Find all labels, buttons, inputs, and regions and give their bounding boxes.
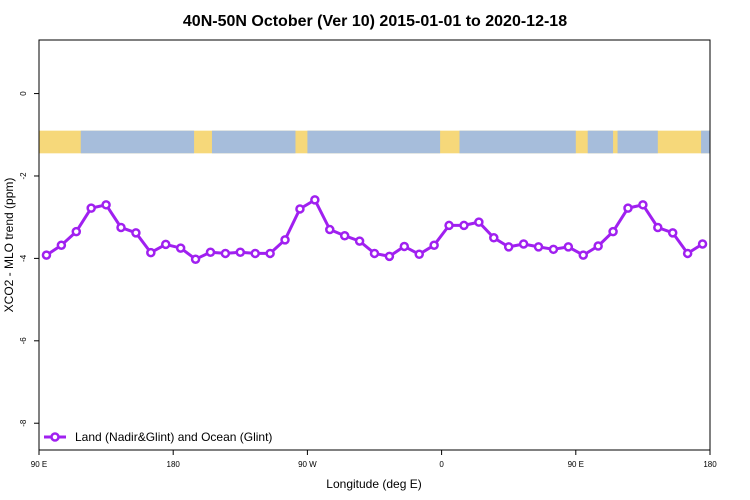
data-point bbox=[533, 242, 544, 252]
data-point bbox=[369, 248, 380, 259]
x-axis: 90 E 180 90 W 0 90 E 180 bbox=[31, 450, 717, 469]
data-point bbox=[623, 203, 633, 213]
legend-marker bbox=[50, 432, 60, 442]
data-point bbox=[325, 224, 335, 235]
data-point bbox=[71, 226, 82, 237]
data-point bbox=[682, 248, 693, 259]
data-point bbox=[667, 228, 678, 238]
y-tick-label: -2 bbox=[19, 172, 28, 180]
data-point bbox=[205, 247, 216, 257]
y-tick-label: -4 bbox=[19, 254, 28, 262]
map-strip-ocean bbox=[701, 130, 710, 154]
data-point bbox=[578, 250, 589, 260]
data-point bbox=[101, 200, 111, 210]
data-point bbox=[354, 236, 365, 246]
data-point bbox=[399, 241, 410, 252]
x-tick-label: 90 W bbox=[298, 460, 317, 469]
data-point bbox=[384, 251, 395, 262]
map-strip-ocean bbox=[617, 130, 658, 154]
data-point bbox=[310, 195, 320, 205]
data-point bbox=[235, 247, 246, 257]
data-point bbox=[116, 222, 126, 233]
data-point bbox=[563, 242, 574, 252]
data-point bbox=[220, 248, 231, 259]
map-strip-ocean bbox=[587, 130, 614, 154]
chart-title: 40N-50N October (Ver 10) 2015-01-01 to 2… bbox=[183, 13, 567, 30]
data-point bbox=[608, 226, 618, 237]
data-point bbox=[638, 200, 648, 210]
data-point bbox=[339, 230, 350, 241]
map-strip bbox=[39, 130, 710, 154]
data-point bbox=[459, 220, 469, 231]
data-point bbox=[265, 248, 275, 259]
data-point bbox=[131, 228, 141, 238]
data-point bbox=[414, 249, 424, 260]
map-strip-ocean bbox=[459, 130, 576, 154]
x-tick-label: 90 E bbox=[31, 460, 47, 469]
data-point bbox=[190, 254, 201, 264]
data-point bbox=[250, 248, 260, 259]
data-point bbox=[503, 242, 514, 252]
data-point bbox=[41, 250, 52, 260]
data-point bbox=[653, 222, 663, 233]
data-point bbox=[280, 235, 290, 245]
y-axis-label: XCO2 - MLO trend (ppm) bbox=[2, 178, 16, 313]
legend: Land (Nadir&Glint) and Ocean (Glint) bbox=[44, 430, 272, 444]
x-axis-label: Longitude (deg E) bbox=[326, 477, 421, 491]
data-point bbox=[697, 239, 708, 249]
data-point bbox=[548, 244, 559, 255]
x-tick-label: 0 bbox=[439, 460, 444, 469]
y-tick-label: -6 bbox=[19, 337, 28, 345]
data-point bbox=[489, 233, 499, 243]
y-tick-label: -8 bbox=[19, 419, 28, 427]
y-tick-label: 0 bbox=[19, 91, 28, 96]
y-axis: 0 -2 -4 -6 -8 bbox=[19, 91, 39, 427]
data-point bbox=[593, 241, 603, 251]
series-group bbox=[41, 195, 708, 264]
x-tick-label: 180 bbox=[703, 460, 717, 469]
data-point bbox=[86, 203, 96, 213]
data-point bbox=[56, 240, 67, 250]
x-tick-label: 90 E bbox=[568, 460, 584, 469]
data-point bbox=[146, 247, 156, 258]
x-tick-label: 180 bbox=[167, 460, 181, 469]
data-point bbox=[429, 240, 439, 250]
data-point bbox=[160, 239, 171, 250]
map-strip-ocean bbox=[80, 130, 195, 154]
legend-label: Land (Nadir&Glint) and Ocean (Glint) bbox=[75, 430, 272, 444]
data-point bbox=[518, 239, 529, 249]
data-point bbox=[444, 220, 454, 231]
data-point bbox=[175, 243, 186, 253]
data-point bbox=[295, 204, 305, 214]
map-strip-ocean bbox=[307, 130, 441, 154]
plot-frame bbox=[38, 39, 711, 451]
data-point bbox=[474, 217, 484, 227]
map-strip-ocean bbox=[211, 130, 296, 154]
